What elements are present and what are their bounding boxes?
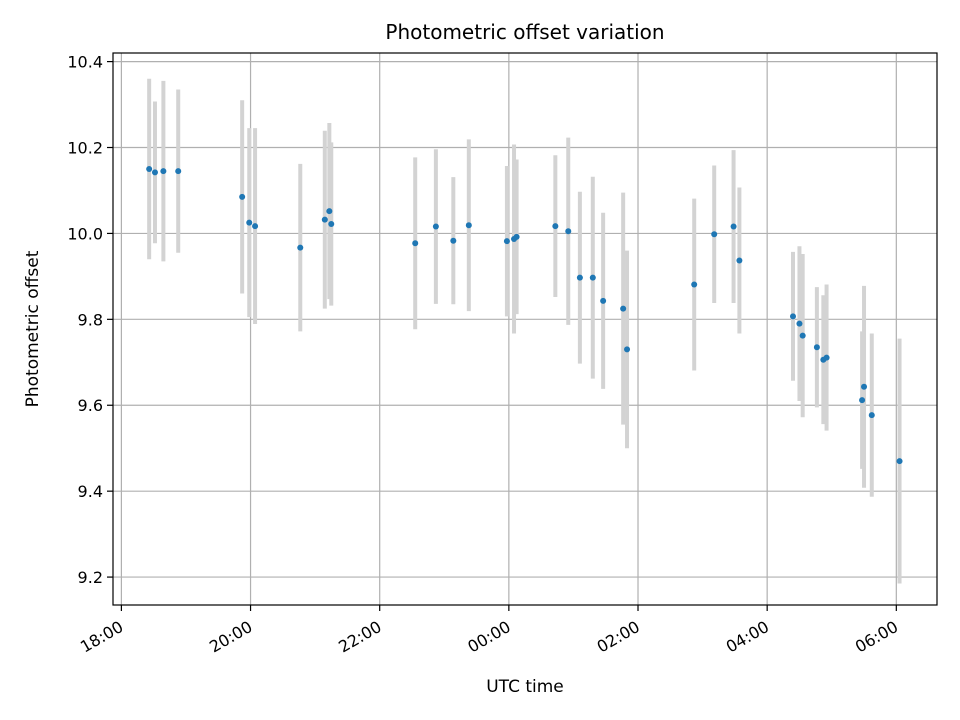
data-point: [432, 223, 439, 230]
plot-area-frame: [112, 52, 938, 606]
data-point: [620, 305, 627, 312]
y-tick-label: 9.6: [78, 396, 103, 415]
data-point: [589, 274, 596, 281]
chart-title: Photometric offset variation: [385, 20, 664, 44]
data-point: [450, 237, 457, 244]
y-tick-label: 9.2: [78, 568, 103, 587]
data-point: [730, 223, 737, 230]
data-point: [868, 412, 875, 419]
data-point: [297, 244, 304, 251]
y-tick-label: 9.4: [78, 482, 103, 501]
data-point: [576, 274, 583, 281]
data-point: [813, 344, 820, 351]
data-point: [175, 168, 182, 175]
data-point: [239, 193, 246, 200]
data-point: [326, 208, 333, 215]
data-point: [711, 231, 718, 238]
data-point: [321, 216, 328, 223]
data-point: [736, 257, 743, 264]
data-point: [624, 346, 631, 353]
y-tick-label: 10.4: [67, 53, 103, 72]
y-tick-label: 10.0: [67, 224, 103, 243]
data-point: [896, 458, 903, 465]
data-point: [503, 238, 510, 245]
data-point: [151, 169, 158, 176]
data-point: [789, 313, 796, 320]
data-point: [465, 222, 472, 229]
y-axis-ticks: 9.2 9.4 9.6 9.8 10.0 10.2 10.4: [67, 53, 113, 587]
data-point: [252, 223, 259, 230]
data-point: [565, 228, 572, 235]
y-tick-label: 9.8: [78, 310, 103, 329]
y-axis-title: Photometric offset: [23, 250, 43, 407]
data-point: [160, 168, 167, 175]
data-point: [823, 354, 830, 361]
data-points: [146, 165, 903, 465]
data-point: [799, 332, 806, 339]
data-point: [328, 220, 335, 227]
y-tick-label: 10.2: [67, 139, 103, 158]
data-point: [861, 383, 868, 390]
x-axis-title: UTC time: [486, 677, 564, 697]
data-point: [552, 223, 559, 230]
data-point: [513, 233, 520, 240]
data-point: [691, 281, 698, 288]
data-point: [600, 297, 607, 304]
data-point: [859, 397, 866, 404]
data-point: [796, 320, 803, 327]
data-point: [146, 165, 153, 172]
data-point: [412, 240, 419, 247]
data-point: [246, 219, 253, 226]
